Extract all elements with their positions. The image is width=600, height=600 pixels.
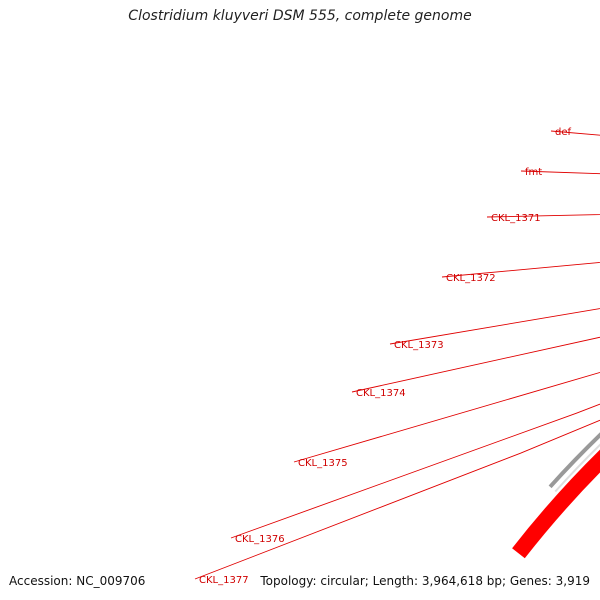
gene-label-ckl_1373: CKL_1373 <box>394 340 444 351</box>
gene-leader-line <box>230 403 600 539</box>
gene-label-ckl_1371: CKL_1371 <box>491 213 541 224</box>
gene-leader-line <box>194 419 600 580</box>
genome-summary: Topology: circular; Length: 3,964,618 bp… <box>260 574 590 588</box>
genome-title: Clostridium kluyveri DSM 555, complete g… <box>128 8 472 24</box>
gene-leader-line <box>351 336 600 393</box>
gene-label-ckl_1377: CKL_1377 <box>199 575 249 586</box>
gene-label-ckl_1375: CKL_1375 <box>298 458 348 469</box>
gene-leader-line <box>441 261 600 278</box>
genome-backbone <box>548 432 600 493</box>
forward-strand-track <box>510 448 600 560</box>
gene-label-ckl_1374: CKL_1374 <box>356 388 406 399</box>
gene-label-def: def <box>555 127 572 138</box>
accession-text: Accession: NC_009706 <box>9 574 146 588</box>
gene-label-layer: def fmt CKL_1371 CKL_1372 CKL_1373 CKL_1374 CK… <box>194 127 600 586</box>
gene-label-fmt: fmt <box>525 167 542 178</box>
gene-leader-line <box>550 130 600 136</box>
gene-leader-line <box>293 371 600 463</box>
gene-label-ckl_1372: CKL_1372 <box>446 273 496 284</box>
gene-label-ckl_1376: CKL_1376 <box>235 534 285 545</box>
forward-cds-arrow <box>510 448 600 560</box>
gene-leader-line <box>389 308 600 345</box>
